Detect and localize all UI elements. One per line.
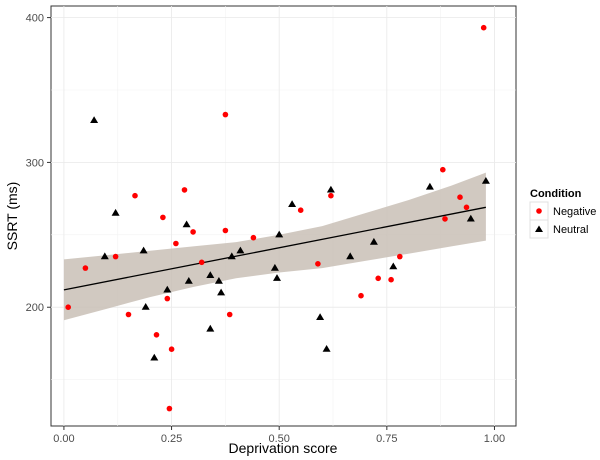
point-neutral — [206, 271, 215, 278]
point-negative — [358, 292, 364, 299]
point-negative — [397, 253, 403, 260]
point-neutral — [236, 246, 245, 254]
x-tick-label: 1.00 — [484, 433, 505, 445]
point-negative — [181, 187, 188, 193]
point-neutral — [346, 252, 355, 260]
confidence-band — [63, 172, 486, 321]
point-neutral — [481, 177, 490, 184]
point-negative — [198, 259, 205, 266]
point-neutral — [288, 200, 297, 207]
point-negative — [457, 194, 463, 200]
regression-line — [63, 206, 486, 291]
legend-label-negative: Negative — [553, 206, 596, 218]
x-axis-title: Deprivation score — [229, 440, 338, 456]
point-neutral — [369, 237, 378, 245]
point-neutral — [273, 274, 281, 281]
point-negative — [375, 275, 382, 282]
point-neutral — [270, 263, 279, 271]
point-neutral — [100, 252, 109, 260]
point-neutral — [322, 345, 331, 352]
point-negative — [132, 192, 138, 199]
axes: 0.00 0.25 0.50 0.75 1.00 200 300 400 — [26, 13, 506, 445]
point-neutral — [184, 277, 193, 284]
x-tick-label: 0.25 — [161, 433, 182, 445]
point-negative — [125, 311, 132, 318]
point-negative — [328, 192, 334, 199]
legend-marker-neutral — [535, 225, 543, 232]
point-negative — [442, 216, 448, 222]
point-neutral — [214, 277, 223, 284]
legend-label-neutral: Neutral — [553, 224, 588, 236]
legend: Condition Negative Neutral — [529, 188, 596, 239]
regression-line-layer — [63, 206, 486, 291]
y-axis-title: SSRT (ms) — [4, 182, 20, 251]
point-negative — [222, 227, 229, 234]
point-neutral — [466, 214, 475, 222]
point-neutral — [275, 230, 284, 238]
x-tick-label: 0.75 — [376, 433, 397, 445]
x-tick-label: 0.50 — [268, 433, 289, 445]
point-negative — [226, 311, 233, 318]
point-negative — [82, 265, 89, 271]
point-neutral — [163, 285, 172, 293]
point-neutral — [141, 303, 150, 310]
point-neutral — [217, 288, 226, 296]
point-neutral — [90, 116, 99, 123]
point-neutral — [182, 220, 191, 228]
point-negative — [112, 253, 119, 260]
point-neutral — [316, 313, 325, 320]
point-negative — [388, 276, 394, 283]
y-tick-label: 200 — [26, 302, 44, 314]
legend-title: Condition — [530, 188, 582, 200]
point-neutral — [326, 185, 335, 193]
y-tick-label: 300 — [26, 157, 44, 169]
data-points — [65, 24, 490, 412]
confidence-band-layer — [63, 172, 486, 321]
legend-marker-negative — [536, 208, 542, 214]
y-tick-label: 400 — [26, 13, 44, 25]
point-neutral — [227, 252, 236, 260]
point-negative — [190, 229, 196, 235]
point-negative — [173, 240, 179, 247]
point-negative — [440, 166, 446, 173]
point-neutral — [389, 262, 398, 270]
point-negative — [315, 261, 321, 267]
x-tick-label: 0.00 — [53, 433, 74, 445]
point-negative — [168, 346, 175, 353]
point-neutral — [206, 324, 215, 332]
point-negative — [222, 111, 229, 118]
point-negative — [297, 207, 304, 213]
point-negative — [65, 304, 71, 311]
point-negative — [480, 24, 487, 31]
point-negative — [164, 295, 171, 302]
point-negative — [160, 214, 166, 221]
point-neutral — [111, 208, 120, 216]
point-neutral — [139, 246, 148, 254]
point-negative — [153, 332, 160, 338]
point-negative — [166, 405, 173, 412]
point-neutral — [150, 353, 159, 361]
point-negative — [250, 234, 257, 241]
point-neutral — [425, 182, 434, 190]
point-negative — [463, 204, 470, 211]
